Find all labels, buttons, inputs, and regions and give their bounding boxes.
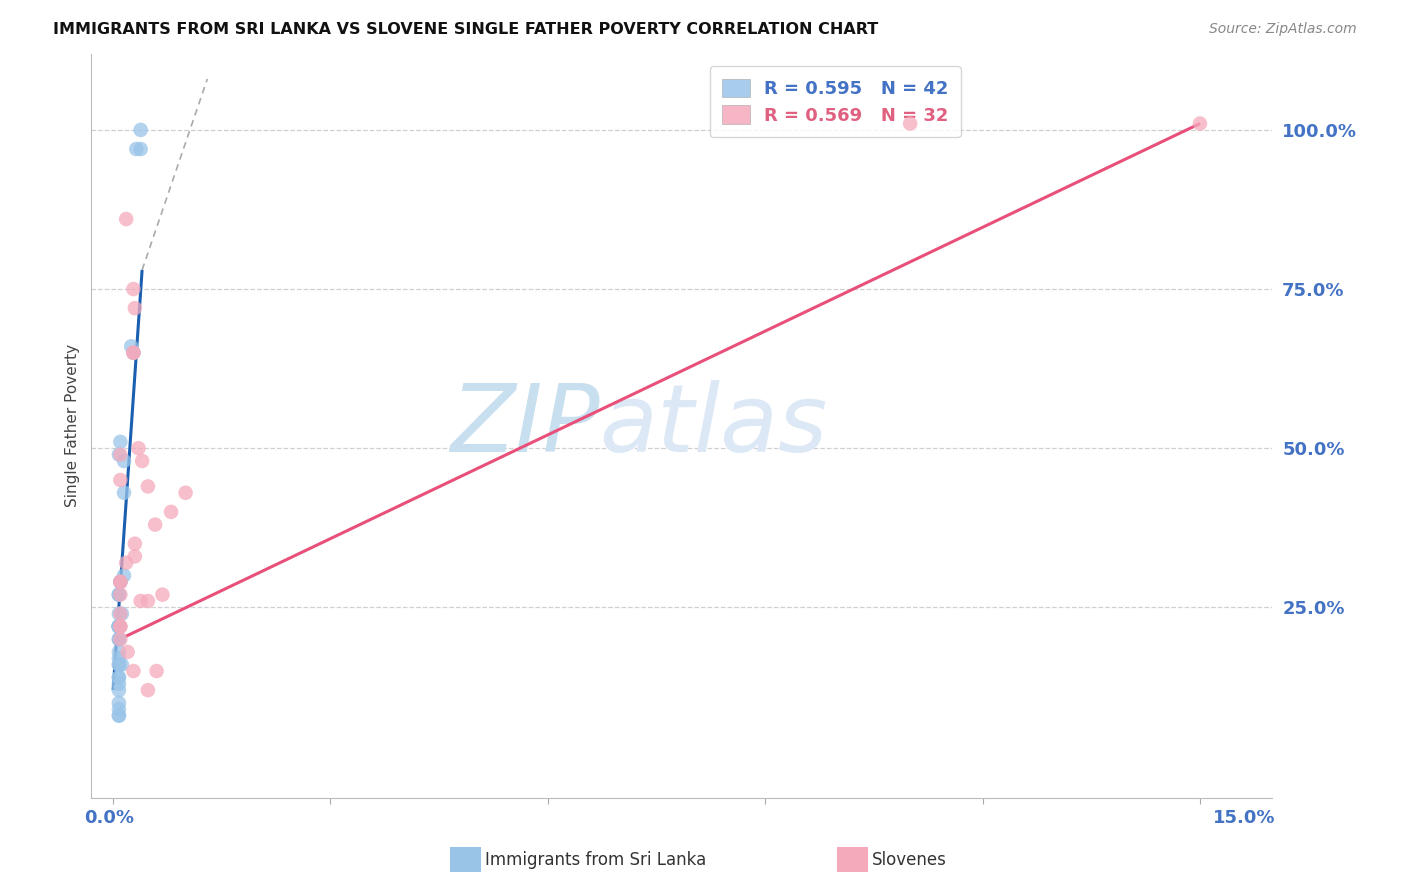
Point [110, 619, 132, 633]
Point [160, 505, 183, 519]
Point [124, 537, 146, 551]
Text: atlas: atlas [599, 380, 828, 472]
Point [108, 683, 131, 698]
Point [110, 632, 132, 647]
Point [115, 212, 138, 227]
Point [129, 594, 152, 608]
Point [136, 479, 159, 493]
Point [108, 619, 131, 633]
Point [108, 619, 131, 633]
Text: 0.0%: 0.0% [84, 809, 135, 827]
Point [108, 645, 131, 659]
Point [110, 574, 132, 589]
Point [115, 556, 138, 570]
Point [108, 588, 131, 602]
Point [125, 142, 148, 156]
Point [110, 619, 132, 633]
Text: Immigrants from Sri Lanka: Immigrants from Sri Lanka [485, 851, 706, 869]
Point [143, 517, 166, 532]
Point [108, 619, 131, 633]
Point [108, 670, 131, 684]
Point [108, 619, 131, 633]
Point [108, 607, 131, 621]
Point [108, 619, 131, 633]
Point [111, 607, 134, 621]
Point [111, 657, 134, 672]
Point [108, 619, 131, 633]
Point [129, 142, 152, 156]
Point [1188, 117, 1211, 131]
Point [108, 632, 131, 647]
Point [174, 485, 197, 500]
Point [110, 574, 132, 589]
Point [108, 619, 131, 633]
Point [122, 345, 145, 359]
Point [108, 619, 131, 633]
Text: ZIP: ZIP [450, 380, 599, 472]
Point [108, 670, 131, 684]
Point [108, 619, 131, 633]
Point [136, 683, 159, 698]
Point [108, 708, 131, 723]
Point [108, 588, 131, 602]
Point [108, 708, 131, 723]
Point [110, 434, 132, 449]
Point [108, 657, 131, 672]
Point [131, 454, 153, 468]
Point [898, 117, 921, 131]
Point [110, 574, 132, 589]
Point [112, 568, 135, 582]
Point [129, 123, 152, 137]
Point [110, 473, 132, 487]
Point [152, 588, 174, 602]
Point [117, 645, 139, 659]
Point [108, 448, 131, 462]
Point [136, 594, 159, 608]
Point [124, 549, 146, 564]
Point [110, 448, 132, 462]
Legend: R = 0.595   N = 42, R = 0.569   N = 32: R = 0.595 N = 42, R = 0.569 N = 32 [710, 66, 962, 137]
Point [122, 282, 145, 296]
Point [122, 345, 145, 359]
Point [108, 619, 131, 633]
Point [124, 301, 146, 315]
Y-axis label: Single Father Poverty: Single Father Poverty [65, 344, 80, 508]
Point [145, 664, 167, 678]
Point [122, 664, 145, 678]
Point [108, 702, 131, 716]
Point [127, 441, 149, 455]
Point [108, 632, 131, 647]
Text: Slovenes: Slovenes [872, 851, 946, 869]
Point [110, 574, 132, 589]
Point [110, 588, 132, 602]
Text: IMMIGRANTS FROM SRI LANKA VS SLOVENE SINGLE FATHER POVERTY CORRELATION CHART: IMMIGRANTS FROM SRI LANKA VS SLOVENE SIN… [53, 22, 879, 37]
Point [108, 651, 131, 665]
Point [112, 454, 135, 468]
Point [120, 339, 142, 353]
Point [108, 696, 131, 710]
Point [122, 345, 145, 359]
Text: 15.0%: 15.0% [1213, 809, 1275, 827]
Point [112, 485, 135, 500]
Text: Source: ZipAtlas.com: Source: ZipAtlas.com [1209, 22, 1357, 37]
Point [108, 588, 131, 602]
Point [108, 677, 131, 691]
Point [108, 657, 131, 672]
Point [110, 607, 132, 621]
